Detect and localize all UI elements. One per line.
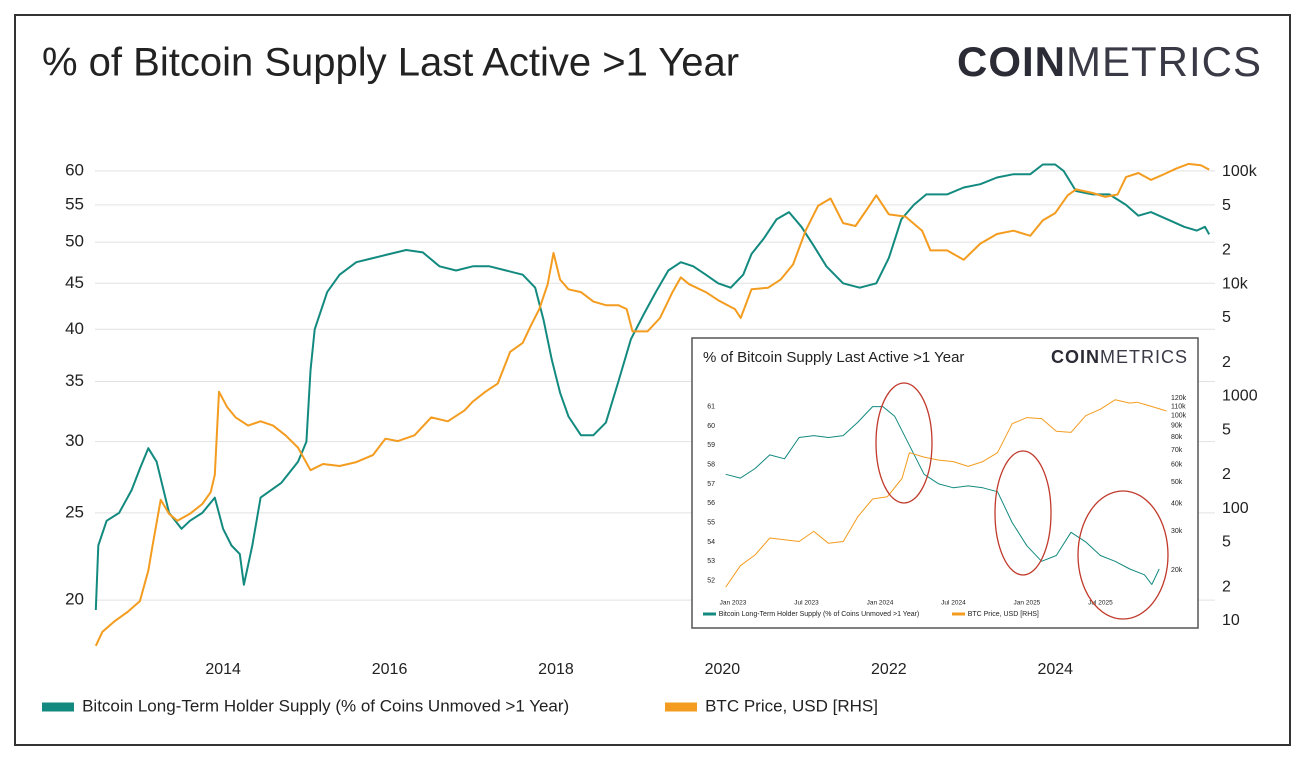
y-tick-label: 60 xyxy=(707,423,715,430)
y-tick-label: 35 xyxy=(65,371,84,390)
y2-tick-label: 100k xyxy=(1171,413,1187,420)
y2-tick-label: 2 xyxy=(1222,466,1231,483)
inset-chart: % of Bitcoin Supply Last Active >1 Year C… xyxy=(703,347,1188,618)
x-tick-label: Jan 2025 xyxy=(1014,600,1041,607)
y-tick-label: 52 xyxy=(707,577,715,584)
x-tick-label: 2020 xyxy=(705,661,741,678)
highlight-ellipses xyxy=(875,382,1169,620)
y2-tick-label: 40k xyxy=(1171,501,1183,508)
y-tick-label: 45 xyxy=(65,273,84,292)
brand-part: METRICS xyxy=(1066,38,1262,85)
x-tick-label: Jan 2024 xyxy=(867,600,894,607)
legend-swatch xyxy=(952,612,965,616)
legend-swatch xyxy=(665,702,697,712)
brand-logo: COINMETRICS xyxy=(1051,347,1188,367)
y-tick-label: 25 xyxy=(65,502,84,521)
y2-tick-label: 20k xyxy=(1171,567,1183,574)
x-tick-label: 2022 xyxy=(871,661,907,678)
brand-part: COIN xyxy=(1051,347,1100,367)
y2-tick-label: 60k xyxy=(1171,462,1183,469)
y-tick-label: 55 xyxy=(707,519,715,526)
brand-logo: COINMETRICS xyxy=(957,38,1262,85)
y2-tick-label: 2 xyxy=(1222,242,1231,259)
brand-part: METRICS xyxy=(1100,347,1188,367)
y2-tick-label: 2 xyxy=(1222,354,1231,371)
series-line xyxy=(725,406,1160,585)
y-tick-label: 59 xyxy=(707,442,715,449)
series-line xyxy=(94,163,1211,611)
highlight-ellipse xyxy=(1077,490,1169,620)
x-tick-label: Jul 2025 xyxy=(1088,600,1113,607)
x-tick-label: Jan 2023 xyxy=(720,600,747,607)
main-chart: % of Bitcoin Supply Last Active >1 Year C… xyxy=(42,38,1262,715)
y2-tick-label: 1000 xyxy=(1222,388,1258,405)
y2-tick-label: 110k xyxy=(1171,403,1186,410)
brand-part: COIN xyxy=(957,38,1066,85)
highlight-ellipse xyxy=(875,382,933,504)
chart-title: % of Bitcoin Supply Last Active >1 Year xyxy=(42,41,739,85)
y2-tick-label: 90k xyxy=(1171,423,1183,430)
series-line xyxy=(725,399,1167,588)
y-tick-label: 58 xyxy=(707,461,715,468)
legend-label: Bitcoin Long-Term Holder Supply (% of Co… xyxy=(82,696,569,715)
x-tick-label: 2024 xyxy=(1037,661,1073,678)
highlight-ellipse xyxy=(994,450,1052,576)
y2-tick-label: 2 xyxy=(1222,578,1231,595)
y2-tick-label: 5 xyxy=(1222,421,1231,438)
series-line xyxy=(94,162,1210,647)
y-tick-label: 55 xyxy=(65,194,84,213)
y2-tick-label: 80k xyxy=(1171,434,1183,441)
y-tick-label: 61 xyxy=(707,403,715,410)
y2-tick-label: 5 xyxy=(1222,534,1231,551)
legend-swatch xyxy=(42,702,74,712)
y2-tick-label: 5 xyxy=(1222,309,1231,326)
y-tick-label: 54 xyxy=(707,539,715,546)
y2-tick-label: 5 xyxy=(1222,197,1231,214)
y-tick-label: 40 xyxy=(65,319,84,338)
y2-tick-label: 100 xyxy=(1222,500,1249,517)
x-tick-label: Jul 2024 xyxy=(941,600,966,607)
y-tick-label: 30 xyxy=(65,431,84,450)
x-tick-label: 2014 xyxy=(205,661,241,678)
y2-tick-label: 50k xyxy=(1171,479,1183,486)
legend-swatch xyxy=(703,612,716,616)
legend-label: BTC Price, USD [RHS] xyxy=(968,611,1039,618)
legend-label: BTC Price, USD [RHS] xyxy=(705,696,878,715)
y2-tick-label: 100k xyxy=(1222,163,1258,180)
chart-title: % of Bitcoin Supply Last Active >1 Year xyxy=(703,349,964,366)
x-tick-label: 2016 xyxy=(372,661,408,678)
y2-tick-label: 120k xyxy=(1171,395,1187,402)
y2-tick-label: 10 xyxy=(1222,612,1240,629)
x-tick-label: 2018 xyxy=(538,661,574,678)
y-tick-label: 60 xyxy=(65,160,84,179)
y-tick-label: 57 xyxy=(707,481,715,488)
y-tick-label: 20 xyxy=(65,590,84,609)
y2-tick-label: 30k xyxy=(1171,528,1183,535)
x-tick-label: Jul 2023 xyxy=(794,600,819,607)
inset-frame xyxy=(691,337,1199,629)
y2-tick-label: 10k xyxy=(1222,275,1249,292)
legend-label: Bitcoin Long-Term Holder Supply (% of Co… xyxy=(719,611,920,618)
y2-tick-label: 70k xyxy=(1171,447,1183,454)
y-tick-label: 50 xyxy=(65,232,84,251)
y-tick-label: 56 xyxy=(707,500,715,507)
y-tick-label: 53 xyxy=(707,558,715,565)
